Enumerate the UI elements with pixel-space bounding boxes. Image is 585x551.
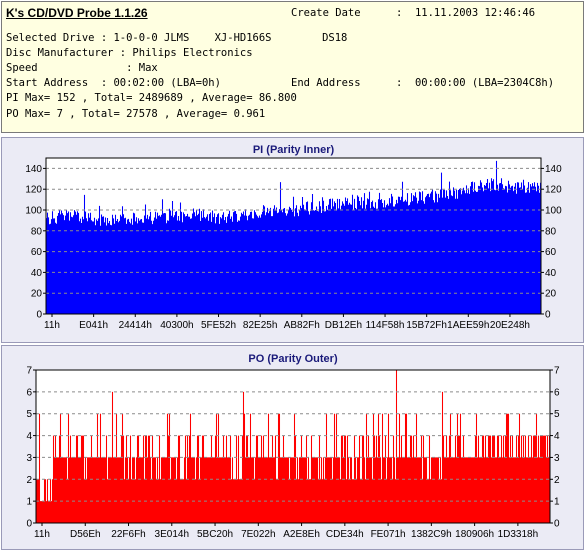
end-address-label: End Address: [291, 77, 361, 89]
po-chart: PO (Parity Outer) 0 0 1 1 2 2 3 3 4 4 5 5 6 6 7 7 11h D56E…: [26, 353, 560, 540]
po-plot-frame: [35, 369, 551, 524]
create-date-value: : 11.11.2003 12:46:46: [396, 7, 536, 19]
pi-x-tick-label: 82E25h: [243, 320, 277, 331]
pi-x-tick-label: 5FE52h: [201, 320, 236, 331]
po-y-tick-label-right: 1: [554, 497, 560, 508]
pi-y-tick-label: 0: [36, 310, 42, 321]
pi-x-tick-label: 15B72Fh: [406, 320, 447, 331]
pi-x-tick-label: 20E248h: [490, 320, 530, 331]
po-x-tick-label: A2E8Eh: [283, 529, 320, 540]
pi-y-tick-label: 120: [25, 185, 42, 196]
pi-x-tick-label: AB82Fh: [284, 320, 320, 331]
po-y-tick-label: 6: [26, 387, 32, 398]
pi-x-tick-label: 24414h: [119, 320, 152, 331]
po-y-tick-label-right: 5: [554, 409, 560, 420]
po-y-tick-label: 4: [26, 431, 32, 442]
po-x-tick-label: 7E022h: [241, 529, 275, 540]
po-chart-title: PO (Parity Outer): [248, 353, 338, 365]
pi-y-tick-label-right: 20: [545, 289, 557, 300]
pi-y-tick-label: 100: [25, 206, 42, 217]
po-x-tick-label: 1382C9h: [411, 529, 452, 540]
disc-manufacturer: Disc Manufacturer : Philips Electronics: [6, 47, 253, 59]
po-x-tick-label: 3E014h: [155, 529, 189, 540]
po-x-tick-label: CDE34h: [326, 529, 364, 540]
po-y-tick-label: 7: [26, 366, 32, 377]
po-x-tick-label: 22F6Fh: [111, 529, 145, 540]
pi-y-tick-label: 140: [25, 164, 42, 175]
po-chart-panel: PO (Parity Outer) 0 0 1 1 2 2 3 3 4 4 5 5 6 6 7 7 11h D56E…: [1, 345, 584, 550]
create-date-label: Create Date: [291, 7, 361, 19]
start-address: Start Address : 00:02:00 (LBA=0h): [6, 77, 221, 89]
pi-y-tick-label-right: 100: [545, 206, 562, 217]
end-address-value: : 00:00:00 (LBA=2304C8h): [396, 77, 555, 89]
po-x-tick-label: D56Eh: [70, 529, 101, 540]
pi-y-tick-label-right: 40: [545, 268, 557, 279]
po-x-tick-label: 1D3318h: [498, 529, 539, 540]
po-y-tick-label: 2: [26, 475, 32, 486]
pi-plot-frame: [45, 157, 542, 315]
po-y-tick-label: 5: [26, 409, 32, 420]
po-y-tick-label-right: 6: [554, 387, 560, 398]
pi-x-tick-label: 40300h: [160, 320, 193, 331]
po-summary: PO Max= 7 , Total= 27578 , Average= 0.96…: [6, 108, 266, 120]
pi-summary: PI Max= 152 , Total= 2489689 , Average= …: [6, 92, 297, 104]
pi-y-tick-label-right: 0: [545, 310, 551, 321]
po-y-tick-label: 0: [26, 519, 32, 530]
info-panel: K's CD/DVD Probe 1.1.26 Create Date : 11…: [1, 1, 584, 133]
speed: Speed : Max: [6, 62, 158, 74]
po-x-tick-label: 5BC20h: [197, 529, 233, 540]
pi-y-tick-label-right: 60: [545, 247, 557, 258]
po-y-tick-label-right: 0: [554, 519, 560, 530]
pi-y-tick-label: 40: [31, 268, 43, 279]
po-y-tick-label: 3: [26, 453, 32, 464]
po-y-tick-label-right: 7: [554, 366, 560, 377]
pi-y-tick-label-right: 140: [545, 164, 562, 175]
selected-drive: Selected Drive : 1-0-0-0 JLMS XJ-HD166S …: [6, 32, 348, 44]
pi-x-tick-label: DB12Eh: [325, 320, 362, 331]
pi-y-tick-label: 60: [31, 247, 43, 258]
po-x-tick-label: 180906h: [455, 529, 494, 540]
pi-chart: PI (Parity Inner) 0 0 20 20 40 40 60 60 80 80 100 10…: [25, 144, 562, 331]
po-x-tick-label: 11h: [34, 529, 50, 540]
pi-x-tick-label: 1AEE59h: [447, 320, 489, 331]
pi-x-tick-label: E041h: [79, 320, 108, 331]
pi-x-tick-label: 114F58h: [366, 320, 405, 331]
pi-y-tick-label: 20: [31, 289, 43, 300]
po-y-tick-label-right: 4: [554, 431, 560, 442]
pi-y-tick-label-right: 80: [545, 226, 557, 237]
app-title: K's CD/DVD Probe 1.1.26: [6, 6, 148, 20]
po-x-tick-label: FE071h: [371, 529, 406, 540]
pi-y-tick-label-right: 120: [545, 185, 562, 196]
po-y-tick-label: 1: [26, 497, 32, 508]
po-y-tick-label-right: 3: [554, 453, 560, 464]
pi-y-tick-label: 80: [31, 226, 43, 237]
pi-chart-title: PI (Parity Inner): [253, 144, 335, 156]
pi-chart-panel: PI (Parity Inner) 0 0 20 20 40 40 60 60 80 80 100 10…: [1, 137, 584, 343]
pi-x-tick-label: 11h: [44, 320, 60, 331]
po-y-tick-label-right: 2: [554, 475, 560, 486]
